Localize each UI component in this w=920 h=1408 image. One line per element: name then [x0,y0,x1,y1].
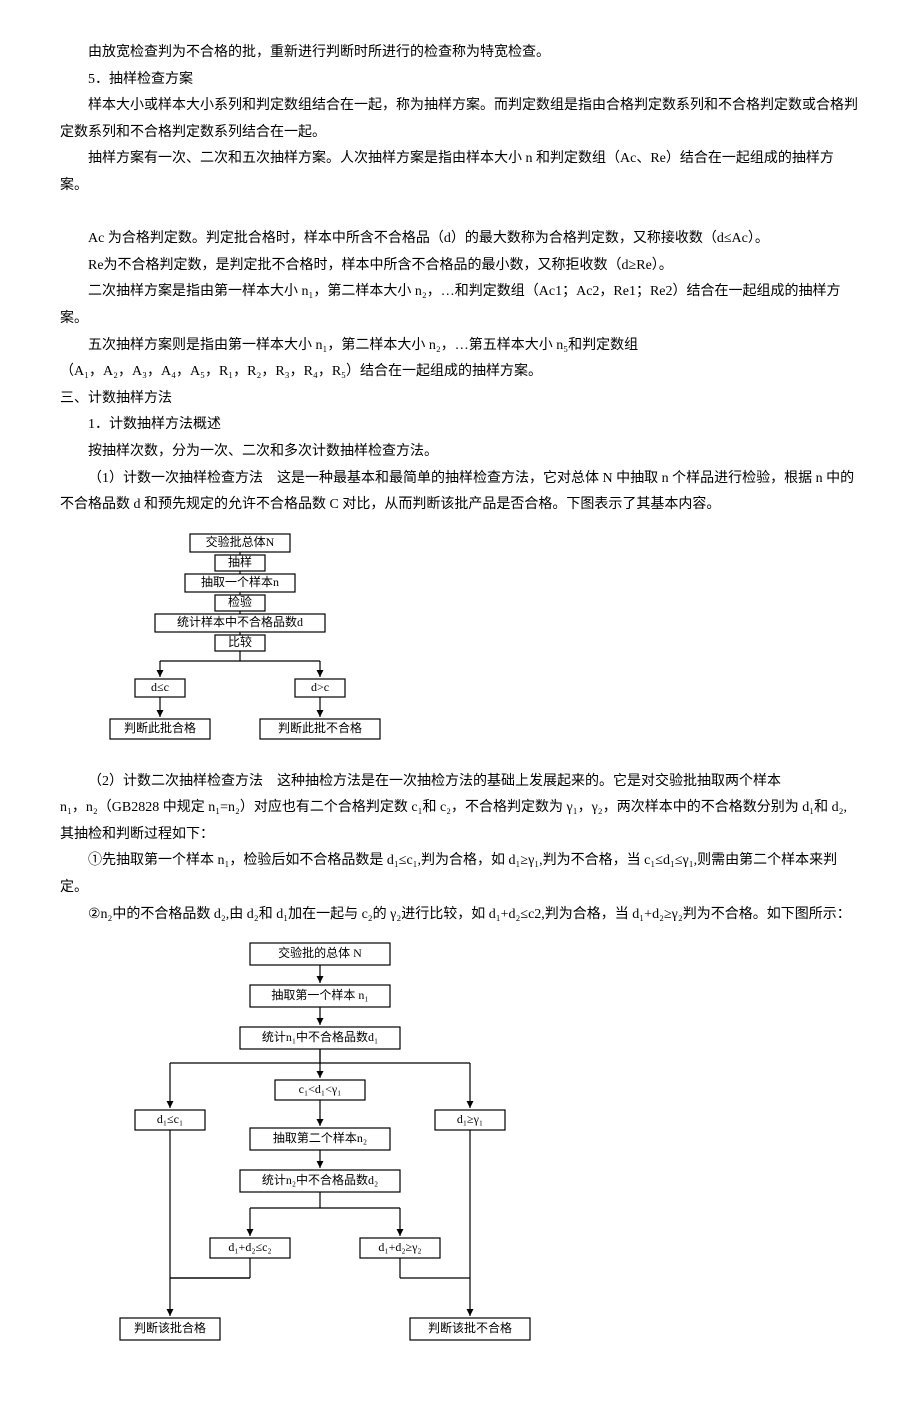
para-9: （A₁，A₂，A₃，A₄，A₅，R₁，R₂，R₃，R₄，R₅）结合在一起组成的抽… [60,359,860,386]
fc1-b2: 抽样 [228,553,252,568]
para-8: 五次抽样方案则是指由第一样本大小 n₁，第二样本大小 n₂，…第五样本大小 n₅… [60,333,860,360]
para-17: ②n₂中的不合格品数 d₂,由 d₂和 d₁加在一起与 c₂的 γ₂进行比较，如… [60,902,860,929]
fc2-b2: 抽取第一个样本 n₁ [271,987,368,1002]
fc1-b8: d>c [311,679,329,693]
para-15: n₁，n₂（GB2828 中规定 n₁=n₂）对应也有二个合格判定数 c₁和 c… [60,795,860,848]
fc1-b7: d≤c [151,679,169,693]
fc1-b3: 抽取一个样本n [201,573,279,588]
fc2-b8: 统计n₂中不合格品数d₂ [262,1172,378,1187]
para-5: Ac 为合格判定数。判定批合格时，样本中所含不合格品（d）的最大数称为合格判定数… [60,226,860,253]
fc2-b5: d₁≤c₁ [157,1112,183,1126]
para-4: 抽样方案有一次、二次和五次抽样方案。人次抽样方案是指由样本大小 n 和判定数组（… [60,146,860,199]
fc2-b7: 抽取第二个样本n₂ [273,1130,367,1145]
section-3: 三、计数抽样方法 [60,386,860,413]
para-2: 5．抽样检查方案 [60,67,860,94]
fc2-b12: 判断该批不合格 [428,1320,512,1335]
para-7: 二次抽样方案是指由第一样本大小 n₁，第二样本大小 n₂，…和判定数组（Ac1；… [60,279,860,332]
fc1-b1: 交验批总体N [206,533,275,548]
para-14: （2）计数二次抽样检查方法 这种抽检方法是在一次抽检方法的基础上发展起来的。它是… [60,769,860,796]
para-11: 1．计数抽样方法概述 [60,412,860,439]
fc1-b9: 判断此批合格 [124,719,196,734]
flowchart-double-sampling: 交验批的总体 N 抽取第一个样本 n₁ 统计n₁中不合格品数d₁ c₁<d₁<γ… [100,938,860,1358]
fc2-b6: d₁≥γ₁ [457,1112,483,1126]
fc2-b3: 统计n₁中不合格品数d₁ [262,1029,378,1044]
flowchart-single-sampling: 交验批总体N 抽样 抽取一个样本n 检验 统计样本中不合格品数d 比较 d≤c … [100,529,860,759]
fc1-b10: 判断此批不合格 [278,719,362,734]
para-6: Re为不合格判定数，是判定批不合格时，样本中所含不合格品的最小数，又称拒收数（d… [60,253,860,280]
para-3: 样本大小或样本大小系列和判定数组结合在一起，称为抽样方案。而判定数组是指由合格判… [60,93,860,146]
fc2-b10: d₁+d₂≥γ₂ [378,1240,421,1254]
para-12: 按抽样次数，分为一次、二次和多次计数抽样检查方法。 [60,439,860,466]
para-1: 由放宽检查判为不合格的批，重新进行判断时所进行的检查称为特宽检查。 [60,40,860,67]
fc1-b5: 统计样本中不合格品数d [177,613,303,628]
fc2-b1: 交验批的总体 N [278,945,362,960]
para-16: ①先抽取第一个样本 n₁，检验后如不合格品数是 d₁≤c₁,判为合格，如 d₁≥… [60,848,860,901]
fc2-b9: d₁+d₂≤c₂ [228,1240,271,1254]
fc2-b11: 判断该批合格 [134,1320,206,1335]
fc1-b4: 检验 [228,593,252,608]
fc1-b6: 比较 [228,633,252,648]
fc2-b4: c₁<d₁<γ₁ [299,1082,342,1096]
para-13: （1）计数一次抽样检查方法 这是一种最基本和最简单的抽样检查方法，它对总体 N … [60,466,860,519]
